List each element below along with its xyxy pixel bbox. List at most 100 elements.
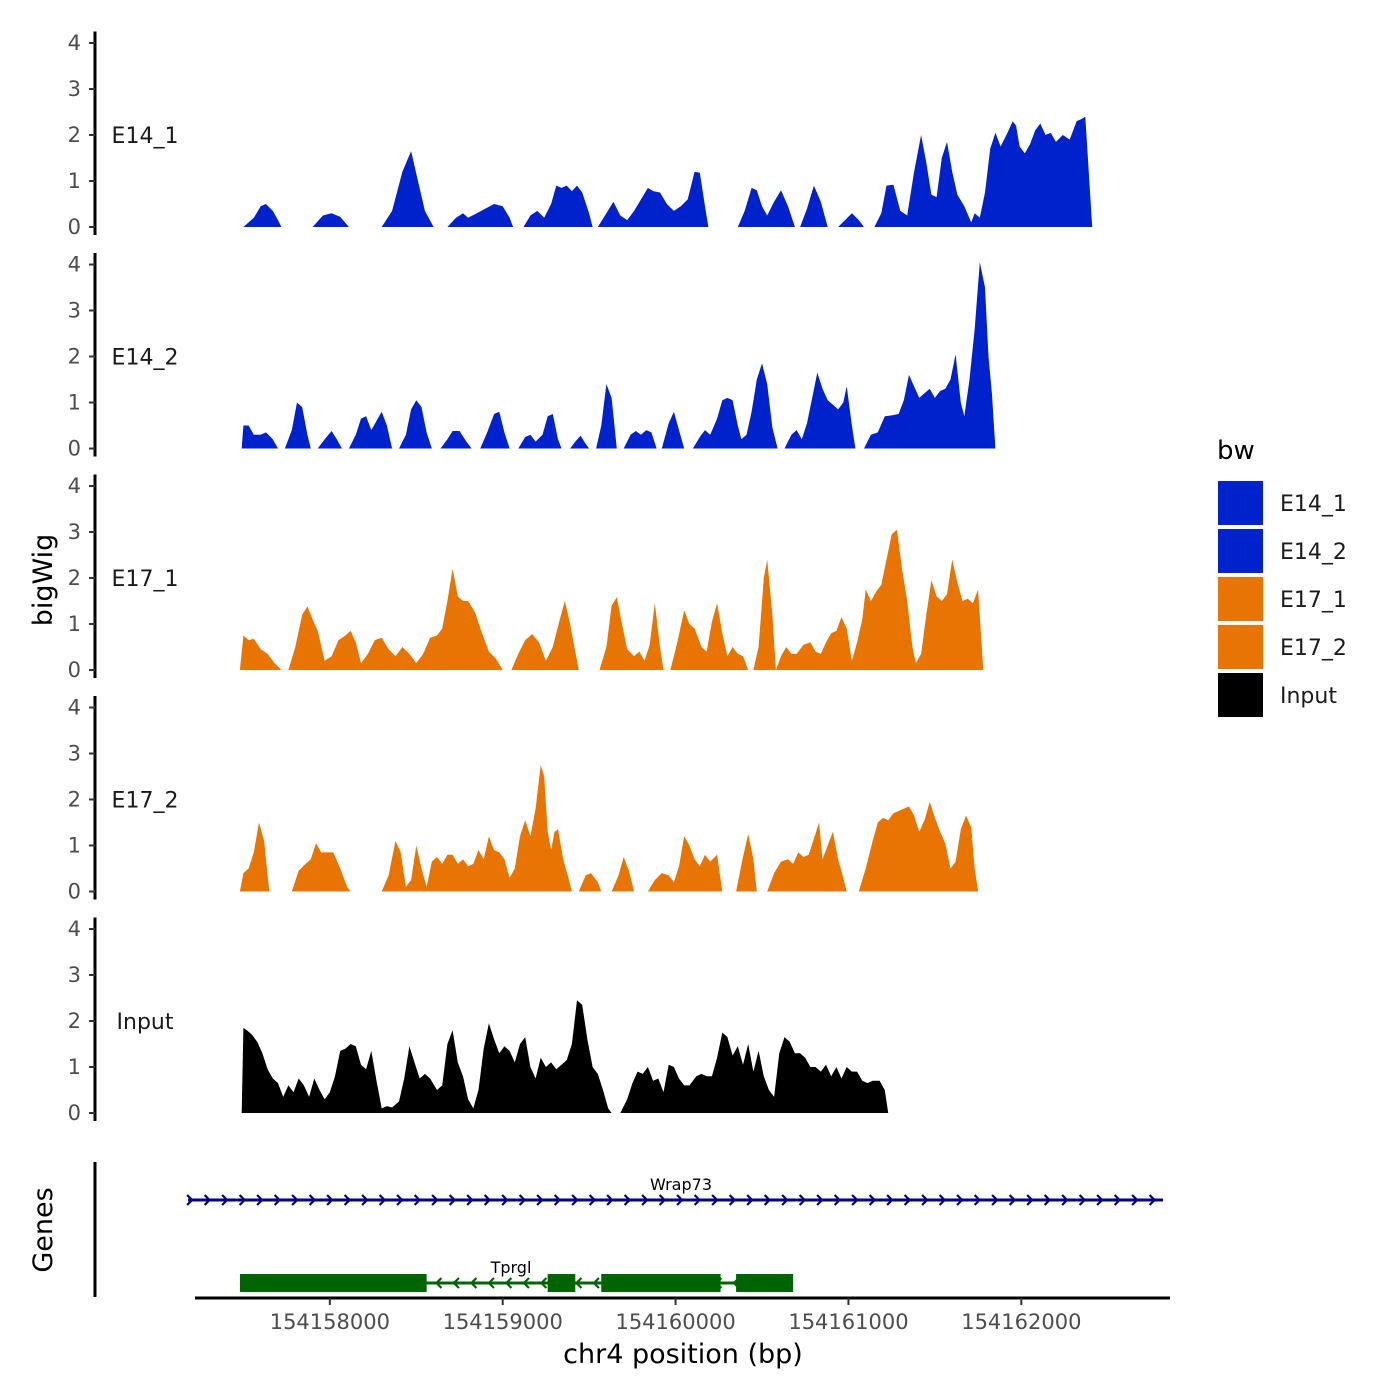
area-E17_1 xyxy=(239,529,984,670)
y-tick-label: 2 xyxy=(68,788,81,812)
y-axis-title: bigWig xyxy=(28,534,59,627)
strand-chevron xyxy=(518,1194,527,1206)
legend-label-E17_2: E17_2 xyxy=(1280,636,1347,661)
strand-chevron xyxy=(522,1277,530,1289)
track-Input: 0 1 2 3 4 Input xyxy=(68,917,889,1125)
legend-key-E14_1 xyxy=(1218,481,1263,525)
strand-chevron xyxy=(256,1194,264,1206)
legend-key-E14_2 xyxy=(1218,529,1263,573)
strand-chevron xyxy=(291,1194,299,1206)
strand-chevron xyxy=(434,1277,443,1289)
y-tick-label: 3 xyxy=(68,299,81,323)
gene-Wrap73: Wrap73 xyxy=(186,1175,1164,1206)
track-label-E14_1: E14_1 xyxy=(112,124,179,149)
y-tick-label: 0 xyxy=(68,1101,81,1125)
x-axis-title: chr4 position (bp) xyxy=(563,1339,803,1370)
gene-track-title: Genes xyxy=(28,1187,59,1272)
strand-chevron xyxy=(623,1194,632,1206)
y-tick-label: 1 xyxy=(68,391,81,415)
strand-chevron xyxy=(1061,1194,1069,1206)
y-tick-label: 2 xyxy=(68,123,81,147)
y-tick-label: 4 xyxy=(68,917,81,941)
track-E14_1: 0 1 2 3 4 E14_1 xyxy=(68,31,1093,239)
track-label-E17_2: E17_2 xyxy=(112,789,179,814)
strand-chevron xyxy=(886,1194,894,1206)
legend-label-Input: Input xyxy=(1280,684,1337,709)
strand-chevron xyxy=(504,1277,513,1289)
strand-chevron xyxy=(396,1194,404,1206)
y-axis-title-group: bigWig xyxy=(28,534,59,627)
area-E17_2 xyxy=(239,765,979,892)
y-tick-label: 4 xyxy=(68,31,81,55)
gene-label-Wrap73: Wrap73 xyxy=(650,1175,712,1194)
strand-chevron xyxy=(746,1194,754,1206)
strand-chevron xyxy=(693,1194,702,1206)
x-tick-label: 154158000 xyxy=(270,1310,390,1334)
y-tick-label: 2 xyxy=(68,1009,81,1033)
strand-chevron xyxy=(903,1194,912,1206)
strand-chevron xyxy=(676,1194,684,1206)
signal-tracks: 0 1 2 3 4 E14_1 0 1 2 3 4 E14_2 0 1 2 3 4 E17_1 0 1 2 3 4 E17_2… xyxy=(68,31,1093,1125)
y-tick-label: 3 xyxy=(68,520,81,544)
area-E14_2 xyxy=(241,262,996,449)
area-Input xyxy=(241,1000,889,1113)
strand-chevron xyxy=(592,1277,600,1289)
strand-chevron xyxy=(448,1194,457,1206)
exon xyxy=(601,1274,721,1292)
strand-chevron xyxy=(973,1194,982,1206)
y-tick-label: 3 xyxy=(68,77,81,101)
exon xyxy=(547,1274,576,1292)
strand-chevron xyxy=(487,1277,495,1289)
strand-chevron xyxy=(238,1194,247,1206)
strand-chevron xyxy=(1008,1194,1017,1206)
y-tick-label: 1 xyxy=(68,169,81,193)
strand-chevron xyxy=(658,1194,667,1206)
strand-chevron xyxy=(763,1194,772,1206)
strand-chevron xyxy=(574,1277,583,1289)
gene-Tprgl: Tprgl xyxy=(239,1258,794,1292)
strand-chevron xyxy=(833,1194,842,1206)
strand-chevron xyxy=(728,1194,737,1206)
strand-chevron xyxy=(501,1194,509,1206)
legend-key-E17_2 xyxy=(1218,625,1263,669)
strand-chevron xyxy=(816,1194,824,1206)
strand-chevron xyxy=(921,1194,929,1206)
strand-chevron xyxy=(851,1194,859,1206)
y-tick-label: 1 xyxy=(68,834,81,858)
strand-chevron xyxy=(431,1194,439,1206)
y-tick-label: 1 xyxy=(68,612,81,636)
track-E17_2: 0 1 2 3 4 E17_2 xyxy=(68,696,979,904)
strand-chevron xyxy=(378,1194,387,1206)
y-tick-label: 1 xyxy=(68,1055,81,1079)
strand-chevron xyxy=(571,1194,579,1206)
y-tick-label: 0 xyxy=(68,880,81,904)
strand-chevron xyxy=(483,1194,492,1206)
y-tick-label: 4 xyxy=(68,474,81,498)
gene-label-Tprgl: Tprgl xyxy=(490,1258,532,1277)
strand-chevron xyxy=(868,1194,877,1206)
track-E14_2: 0 1 2 3 4 E14_2 xyxy=(68,253,996,461)
strand-chevron xyxy=(588,1194,597,1206)
y-tick-label: 0 xyxy=(68,215,81,239)
legend-label-E17_1: E17_1 xyxy=(1280,588,1347,613)
x-tick-label: 154162000 xyxy=(961,1310,1081,1334)
strand-chevron xyxy=(308,1194,317,1206)
area-E14_1 xyxy=(243,116,1093,227)
y-tick-label: 2 xyxy=(68,345,81,369)
exon xyxy=(736,1274,794,1292)
strand-chevron xyxy=(539,1277,548,1289)
strand-chevron xyxy=(361,1194,369,1206)
strand-chevron xyxy=(798,1194,807,1206)
legend-key-E17_1 xyxy=(1218,577,1263,621)
strand-chevron xyxy=(326,1194,334,1206)
legend: bw E14_1 E14_2 E17_1 E17_2 Input xyxy=(1217,436,1347,717)
strand-chevron xyxy=(1148,1194,1157,1206)
strand-chevron xyxy=(413,1194,422,1206)
strand-chevron xyxy=(1113,1194,1122,1206)
y-tick-label: 0 xyxy=(68,437,81,461)
y-tick-label: 4 xyxy=(68,696,81,720)
track-E17_1: 0 1 2 3 4 E17_1 xyxy=(68,474,984,682)
strand-chevron xyxy=(343,1194,352,1206)
legend-title: bw xyxy=(1217,436,1255,466)
